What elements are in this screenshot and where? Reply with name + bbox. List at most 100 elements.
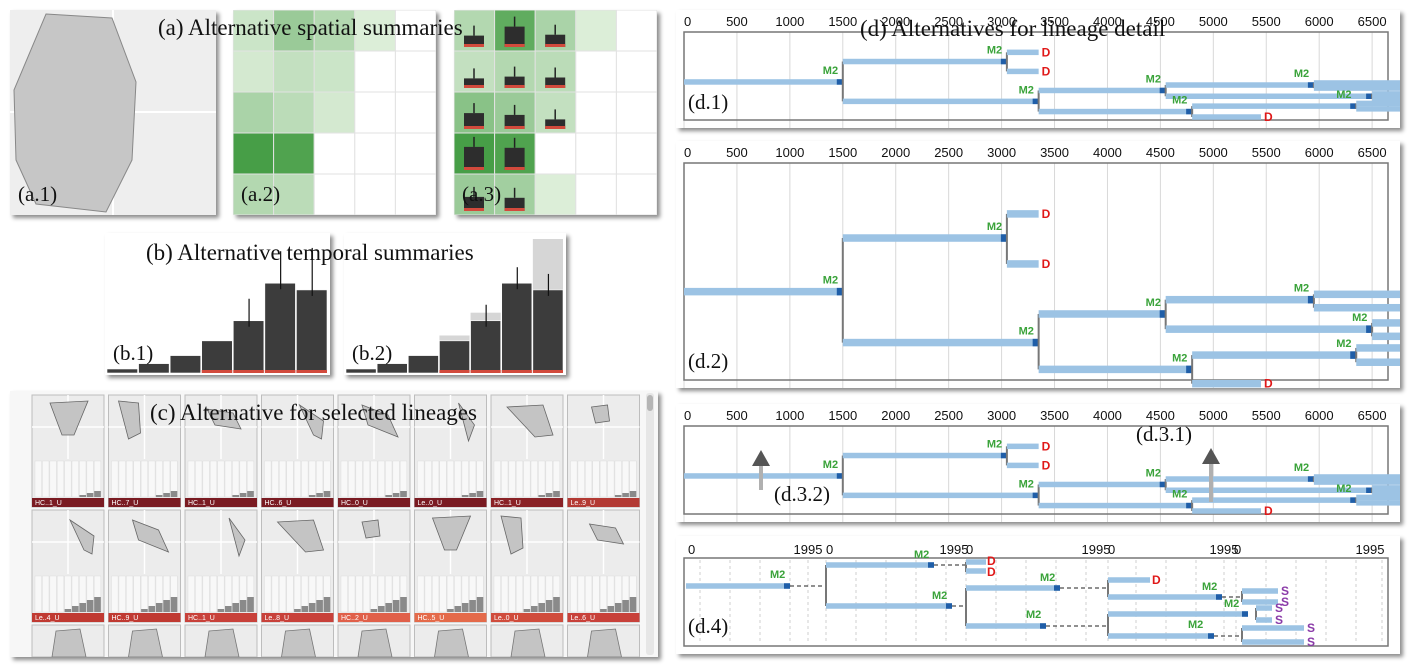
axis-tick-label: 0 [684,145,691,160]
card-hull [431,515,472,551]
card-label-bg [567,498,640,507]
label-b2: (b.2) [352,341,393,365]
event-m2: M2 [1019,326,1034,338]
card-bar-slot [163,460,171,498]
card-bar [531,606,538,612]
branch [966,585,1060,591]
card-bar [614,495,622,497]
temporal-bar [345,368,377,374]
card-bar-slot [501,460,509,498]
plot-frame [683,557,1389,647]
card-bar-slot [293,460,301,498]
branch [1108,594,1222,600]
event-s: S [1275,601,1283,615]
axis-tick-label: 1995 [1356,542,1385,557]
heat-cell [354,50,396,93]
mini-bar [504,26,525,47]
division-node [1216,594,1222,600]
axis-tick-label: 0 [1108,542,1115,557]
branch [686,583,790,589]
event-d: D [1264,110,1273,124]
axis-tick-label: 6500 [1358,14,1387,29]
card-bar-slot [239,460,247,498]
branch [966,559,986,565]
card-bar [247,597,254,612]
event-d: D [1152,573,1161,587]
event-d: D [1264,377,1273,388]
axis-tick-label: 6000 [1305,14,1334,29]
card-bar [392,600,400,612]
card-bar [447,609,454,612]
card-bar-slot [454,460,462,498]
accent-strip [532,370,563,373]
label-d4: (d.4) [688,614,729,638]
mini-bar-accent [464,126,484,129]
gallery-scrollbar[interactable] [646,393,654,655]
mini-bar [464,113,484,129]
card-bar-slot [34,575,42,613]
division-node [1186,365,1193,374]
card-bar [323,491,331,497]
card-label-bg [261,498,334,507]
arrow-head [752,450,770,466]
mini-bar [464,78,484,88]
branch [1242,588,1278,594]
gallery-scroll-thumb[interactable] [647,395,653,411]
label-d3-1: (d.3.1) [1136,422,1192,446]
card-bar-slot [71,460,79,498]
branch [1192,379,1261,388]
card-bar [239,493,247,497]
card-bar-slot [49,575,57,613]
branch [1372,490,1400,496]
card-label-bg [414,613,487,622]
temporal-bar [296,289,328,374]
temporal-bar [376,363,408,374]
card-bar [400,491,407,497]
card-label: HC..1_U [35,500,62,507]
card-bar-slot [56,460,65,498]
card-hull [49,400,89,436]
axis-tick-label: 1995 [940,542,969,557]
event-m2: M2 [1294,462,1309,474]
card-bar-slot [355,575,363,613]
branch [1256,617,1272,623]
axis-tick-label: 0 [826,542,833,557]
branch [1356,500,1400,506]
card-label: Le..6_U [571,615,596,622]
branch [826,603,952,609]
card-bar-slot [607,460,615,498]
card-bar [545,600,553,612]
division-node [836,473,843,479]
division-node [1350,351,1357,359]
lineage-card: Le..0_U [414,394,487,508]
card-bar-slot [493,575,501,613]
division-node [1350,103,1357,109]
card-bar-slot [271,460,279,498]
card-label-bg [32,498,104,507]
temporal-bar [501,282,533,374]
branch [1192,351,1357,359]
card-hull [204,628,240,657]
mini-bar-accent [504,85,525,88]
branch [1356,494,1400,501]
gallery-title: (c) Alternative for selected lineages [150,400,477,425]
spatial-panel-a2: (a.2) [233,10,436,215]
card-bar-slot [111,575,119,613]
axis-tick-label: 4000 [1093,145,1122,160]
card-hull [128,628,163,657]
branch [842,234,1007,242]
event-d: D [1264,504,1273,518]
card-bar-slot [493,460,501,498]
division-node [1032,492,1039,499]
card-bar-slot [585,575,593,613]
branch [1006,462,1039,469]
hull-shape [10,10,216,215]
division-node [1000,234,1007,242]
branch [1165,93,1373,100]
card-bar [370,609,378,612]
heatmap-grid [233,10,436,215]
card-bar-slot [417,575,425,613]
axis-tick-label: 1500 [828,145,857,160]
card-bar-slot [34,460,42,498]
